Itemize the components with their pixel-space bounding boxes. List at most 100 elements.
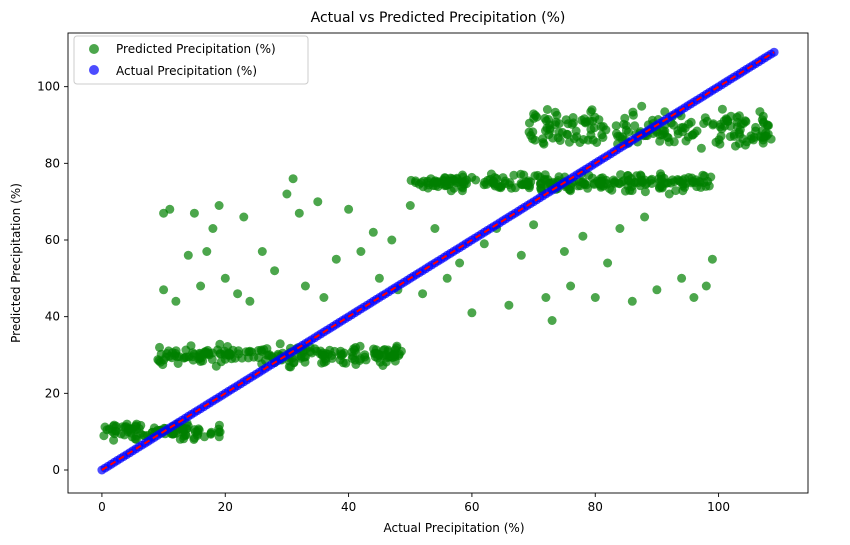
predicted-point (540, 113, 550, 123)
predicted-point (669, 137, 679, 147)
predicted-point (509, 170, 519, 180)
predicted-point (467, 308, 477, 318)
predicted-point (616, 170, 626, 180)
predicted-point (732, 117, 742, 127)
predicted-point (695, 177, 705, 187)
legend-box (73, 35, 309, 85)
predicted-point (516, 169, 526, 179)
predicted-point (275, 339, 285, 349)
predicted-point (455, 258, 465, 268)
predicted-point (566, 281, 576, 291)
x-ticks: 0 20 40 60 80 100 (98, 493, 730, 514)
predicted-point (735, 125, 745, 135)
predicted-point (763, 121, 773, 131)
predicted-point (123, 427, 133, 437)
y-axis-label: Predicted Precipitation (%) (9, 183, 23, 343)
reference-line (101, 51, 775, 471)
predicted-point (257, 247, 267, 256)
predicted-point (541, 293, 551, 302)
predicted-point (548, 133, 558, 143)
y-ticks: 0 20 40 60 80 100 (37, 80, 68, 477)
predicted-point (159, 285, 169, 295)
predicted-point (243, 353, 253, 363)
predicted-point (597, 176, 607, 186)
predicted-point (529, 220, 539, 230)
predicted-point (687, 178, 696, 188)
predicted-point (155, 342, 164, 352)
predicted-point (603, 258, 613, 268)
predicted-point (588, 135, 598, 145)
predicted-point (704, 181, 714, 191)
predicted-point (664, 189, 674, 199)
predicted-point (379, 351, 389, 361)
x-tick-label: 60 (464, 500, 479, 514)
predicted-point (99, 431, 109, 441)
predicted-point (197, 353, 207, 362)
predicted-point (569, 134, 579, 144)
predicted-point (196, 281, 206, 291)
predicted-point (619, 119, 629, 129)
predicted-point (181, 345, 191, 355)
predicted-point (580, 179, 590, 189)
predicted-point (714, 135, 724, 145)
y-tick-label: 0 (52, 463, 60, 477)
predicted-point (542, 105, 552, 114)
predicted-point (562, 129, 572, 139)
predicted-point (245, 296, 255, 306)
predicted-point (319, 293, 329, 302)
predicted-point (559, 247, 569, 256)
predicted-point (225, 349, 235, 359)
predicted-point (202, 247, 212, 256)
predicted-point (286, 362, 296, 372)
predicted-point (504, 300, 514, 310)
predicted-point (734, 139, 744, 148)
predicted-point (479, 239, 489, 249)
predicted-point (239, 212, 249, 222)
x-tick-label: 40 (341, 500, 356, 514)
predicted-point (184, 352, 194, 362)
predicted-point (350, 355, 360, 365)
predicted-point (179, 434, 189, 444)
predicted-point (630, 121, 640, 131)
predicted-point (700, 113, 710, 123)
predicted-point (677, 273, 687, 283)
y-tick-label: 60 (45, 233, 60, 247)
predicted-point (628, 107, 638, 117)
predicted-point (755, 107, 765, 117)
predicted-point (442, 273, 452, 283)
predicted-point (681, 136, 691, 146)
predicted-point (100, 422, 110, 432)
predicted-point (566, 186, 575, 196)
predicted-point (578, 231, 588, 241)
y-tick-label: 100 (37, 80, 60, 94)
predicted-point (173, 359, 183, 368)
predicted-point (172, 352, 182, 362)
predicted-point (596, 122, 606, 132)
predicted-point (387, 235, 397, 245)
predicted-point (655, 183, 664, 193)
predicted-point (321, 356, 331, 366)
predicted-point (689, 293, 699, 302)
predicted-point (216, 357, 226, 367)
predicted-point (658, 126, 668, 136)
predicted-point (158, 360, 168, 370)
predicted-point (589, 178, 599, 188)
predicted-point (130, 434, 140, 444)
predicted-point (545, 125, 555, 135)
y-tick-label: 80 (45, 156, 60, 170)
predicted-point (214, 420, 224, 430)
predicted-point (568, 113, 578, 122)
predicted-point (723, 116, 733, 126)
predicted-point (539, 139, 549, 149)
predicted-point (192, 427, 202, 436)
legend-label-predicted: Predicted Precipitation (%) (116, 42, 276, 56)
x-tick-label: 20 (218, 500, 233, 514)
predicted-point (110, 429, 120, 439)
predicted-point (637, 101, 647, 111)
predicted-point (165, 204, 175, 214)
predicted-point (233, 289, 243, 299)
predicted-point (356, 247, 366, 256)
legend-label-actual: Actual Precipitation (%) (116, 64, 257, 78)
predicted-point (156, 349, 166, 359)
